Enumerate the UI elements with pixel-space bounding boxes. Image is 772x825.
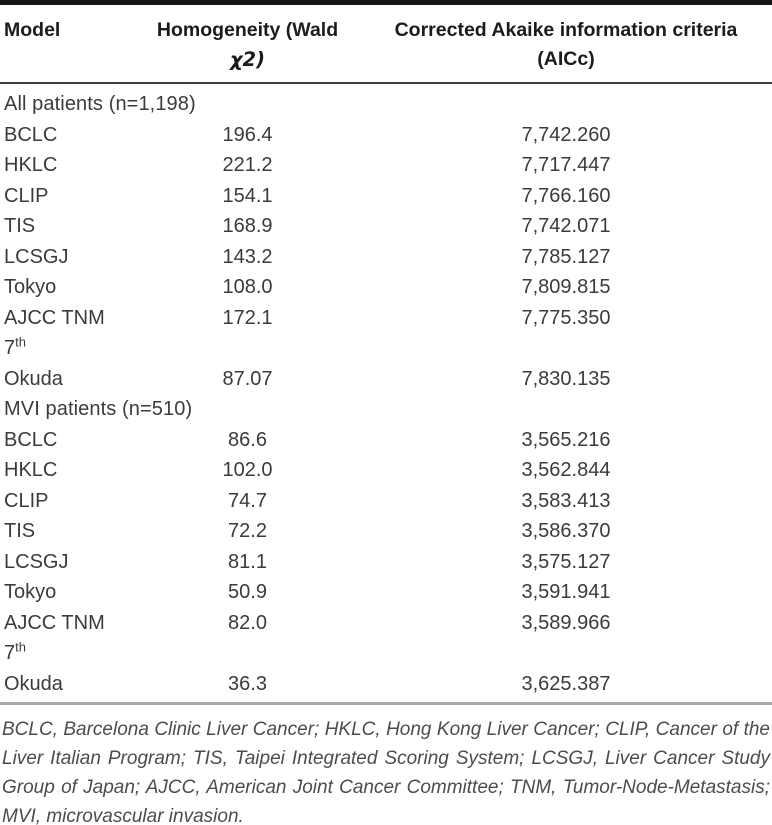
aicc-cell: 7,830.135 [521,367,611,390]
aicc-cell: 7,775.350 [521,306,611,329]
table-row-continuation: 7th [0,333,772,364]
ordinal-superscript: th [15,639,26,655]
model-cell: LCSGJ [4,550,69,573]
model-cell: Tokyo [4,581,57,603]
model-cell-line2: 7th [0,638,135,669]
model-cell: CLIP [4,489,49,512]
aicc-cell: 3,591.941 [521,581,611,603]
table-row: AJCC TNM 82.0 3,589.966 [0,608,772,639]
wald-cell: 86.6 [228,428,267,451]
table-row: Tokyo 108.0 7,809.815 [0,272,772,303]
header-homogeneity-line1: Homogeneity (Wald [156,19,339,41]
aicc-cell: 3,589.966 [521,611,611,634]
wald-cell-empty [135,638,360,669]
model-cell: AJCC TNM [4,611,105,634]
aicc-cell: 7,742.071 [521,215,611,237]
table-row-continuation: 7th [0,638,772,669]
wald-cell: 221.2 [222,154,273,176]
model-cell: Okuda [4,367,63,390]
wald-cell: 154.1 [222,184,273,207]
table-bottom-rule [0,702,772,705]
header-col-homogeneity: Homogeneity (Wald χ2) [135,16,360,74]
wald-cell: 36.3 [228,672,267,695]
model-cell: Okuda [4,672,63,695]
model-cell: TIS [4,215,36,237]
aicc-cell: 3,583.413 [521,489,611,512]
model-cell: BCLC [4,428,58,451]
model-cell: TIS [4,520,36,542]
header-aicc-line1: Corrected Akaike information criteria [394,19,738,41]
header-aicc-line2: (AICc) [537,48,595,70]
model-cell: CLIP [4,184,49,207]
model-cell: HKLC [4,154,58,176]
model-cell: Tokyo [4,276,57,298]
table-top-rule [0,0,772,5]
wald-cell-empty [135,333,360,364]
wald-cell: 81.1 [228,550,267,573]
header-homogeneity-line2: χ2) [229,48,266,71]
ordinal-superscript: th [15,334,26,350]
table-row: TIS 168.9 7,742.071 [0,211,772,242]
aicc-cell: 3,575.127 [521,550,611,573]
wald-cell: 50.9 [228,581,267,603]
ordinal-base: 7 [4,337,16,359]
wald-cell: 108.0 [222,276,273,298]
aicc-cell-empty [360,638,772,669]
aicc-cell: 7,785.127 [521,245,611,268]
aicc-cell: 7,717.447 [521,154,611,176]
model-cell: BCLC [4,123,58,146]
header-col-aicc: Corrected Akaike information criteria (A… [360,16,772,74]
aicc-cell: 7,766.160 [521,184,611,207]
aicc-cell: 3,565.216 [521,428,611,451]
header-model-label: Model [4,19,61,41]
table-row: Okuda 87.07 7,830.135 [0,364,772,395]
wald-cell: 172.1 [222,306,273,329]
table-header: Model Homogeneity (Wald χ2) Corrected Ak… [0,5,772,82]
table-row: BCLC 86.6 3,565.216 [0,425,772,456]
table-row: TIS 72.2 3,586.370 [0,516,772,547]
table-row: HKLC 221.2 7,717.447 [0,150,772,181]
table-row: CLIP 74.7 3,583.413 [0,486,772,517]
section-title-all-patients: All patients (n=1,198) [4,93,196,115]
table-row: HKLC 102.0 3,562.844 [0,455,772,486]
wald-cell: 143.2 [222,245,273,268]
header-col-model: Model [0,16,135,74]
aicc-cell: 7,809.815 [521,276,611,298]
aicc-cell-empty [360,333,772,364]
table-row: BCLC 196.4 7,742.260 [0,120,772,151]
aicc-cell: 3,586.370 [521,520,611,542]
header-bottom-rule [0,82,772,84]
model-cell: HKLC [4,459,58,481]
wald-cell: 196.4 [222,123,273,146]
section-title-mvi-patients: MVI patients (n=510) [4,398,193,420]
aicc-cell: 7,742.260 [521,123,611,146]
wald-cell: 74.7 [228,489,267,512]
table-row: LCSGJ 81.1 3,575.127 [0,547,772,578]
wald-cell: 87.07 [222,367,273,390]
model-cell-line2: 7th [0,333,135,364]
model-cell: AJCC TNM [4,306,105,329]
ordinal-base: 7 [4,642,16,664]
table-body: All patients (n=1,198) BCLC 196.4 7,742.… [0,84,772,699]
wald-cell: 168.9 [222,215,273,237]
model-cell: LCSGJ [4,245,69,268]
table-row: Tokyo 50.9 3,591.941 [0,577,772,608]
table-row: LCSGJ 143.2 7,785.127 [0,242,772,273]
aicc-cell: 3,625.387 [521,672,611,695]
table-row: CLIP 154.1 7,766.160 [0,181,772,212]
table-row: AJCC TNM 172.1 7,775.350 [0,303,772,334]
wald-cell: 72.2 [228,520,267,542]
table-footnote: BCLC, Barcelona Clinic Liver Cancer; HKL… [2,719,770,825]
aicc-cell: 3,562.844 [521,459,611,481]
wald-cell: 82.0 [228,611,267,634]
table-row: Okuda 36.3 3,625.387 [0,669,772,700]
wald-cell: 102.0 [222,459,273,481]
